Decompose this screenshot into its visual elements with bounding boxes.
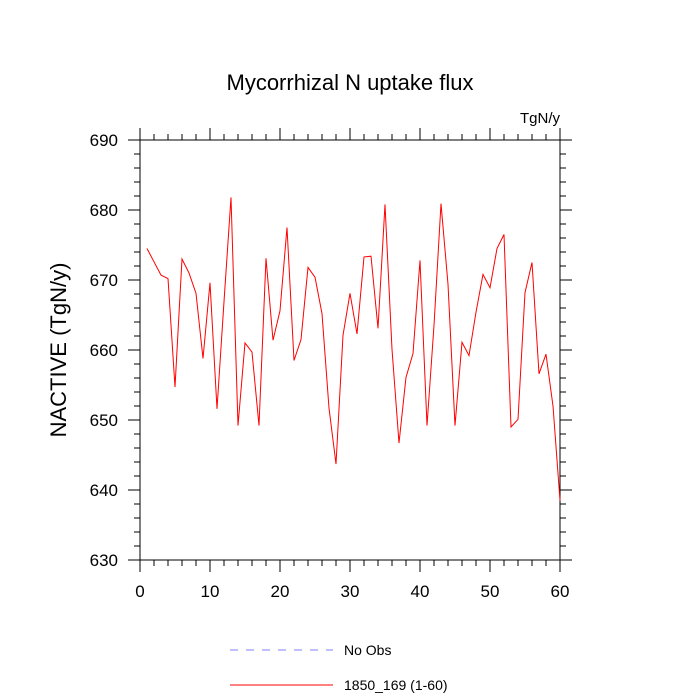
units-label: TgN/y <box>520 110 561 127</box>
y-tick-label: 630 <box>90 551 118 570</box>
y-tick-label: 670 <box>90 271 118 290</box>
legend-label: No Obs <box>344 642 391 658</box>
plot-frame <box>139 139 561 561</box>
x-tick-label: 20 <box>271 582 290 601</box>
x-tick-label: 60 <box>551 582 570 601</box>
plot-area: 0 10 20 30 40 50 60 630 640 650 660 670 680 690 <box>90 128 572 601</box>
legend: No Obs 1850_169 (1-60) <box>230 642 448 693</box>
x-tick-label: 10 <box>201 582 220 601</box>
x-tick-label: 40 <box>411 582 430 601</box>
series-line <box>146 197 561 501</box>
y-tick-label: 680 <box>90 201 118 220</box>
y-tick-label: 660 <box>90 341 118 360</box>
x-tick-label: 30 <box>341 582 360 601</box>
y-tick-label: 650 <box>90 411 118 430</box>
y-axis-label: NACTIVE (TgN/y) <box>46 263 71 438</box>
x-tick-label: 50 <box>481 582 500 601</box>
chart-title: Mycorrhizal N uptake flux <box>227 70 474 95</box>
legend-label: 1850_169 (1-60) <box>344 677 448 693</box>
y-tick-label: 640 <box>90 481 118 500</box>
y-tick-label: 690 <box>90 131 118 150</box>
x-tick-label: 0 <box>135 582 144 601</box>
